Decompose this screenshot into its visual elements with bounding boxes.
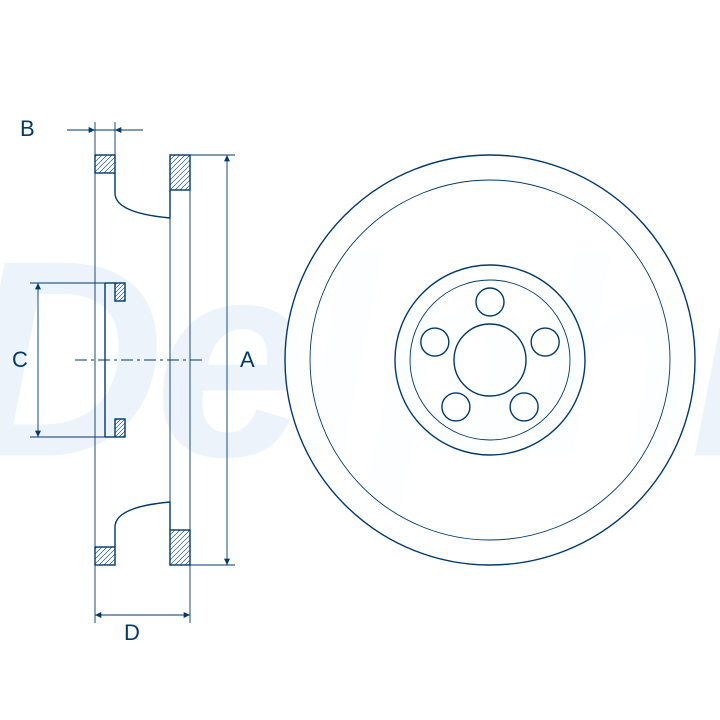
svg-text:A: A — [240, 347, 255, 372]
svg-text:C: C — [12, 347, 28, 372]
technical-drawing: A B C D — [0, 0, 720, 720]
svg-text:D: D — [124, 620, 140, 645]
svg-text:B: B — [20, 116, 35, 141]
